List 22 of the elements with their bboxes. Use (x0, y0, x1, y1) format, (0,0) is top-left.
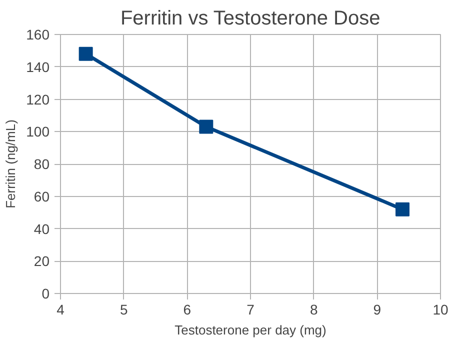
x-tick-label: 5 (120, 302, 128, 318)
y-tick-label: 0 (42, 286, 50, 302)
y-tick-label: 100 (26, 124, 50, 140)
y-tick-label: 80 (34, 156, 50, 172)
x-tick-label: 9 (373, 302, 382, 318)
x-tick-label: 7 (246, 302, 255, 318)
y-tick-label: 160 (26, 26, 50, 42)
y-tick-label: 140 (26, 58, 50, 75)
x-tick-label: 8 (310, 302, 318, 318)
y-tick-label: 60 (34, 188, 50, 204)
chart-title: Ferritin vs Testosterone Dose (120, 8, 380, 30)
y-tick-label: 120 (26, 91, 50, 108)
y-axis-title: Ferritin (ng/mL) (3, 120, 18, 208)
x-tick-label: 4 (56, 302, 65, 318)
x-tick-label: 6 (183, 302, 192, 318)
x-axis-title: Testosterone per day (mg) (174, 322, 326, 338)
point (78, 46, 93, 61)
y-tick-label: 40 (34, 220, 50, 237)
point (396, 202, 410, 216)
point (199, 120, 214, 134)
x-tick-label: 10 (432, 302, 448, 318)
y-tick-label: 20 (34, 253, 50, 270)
